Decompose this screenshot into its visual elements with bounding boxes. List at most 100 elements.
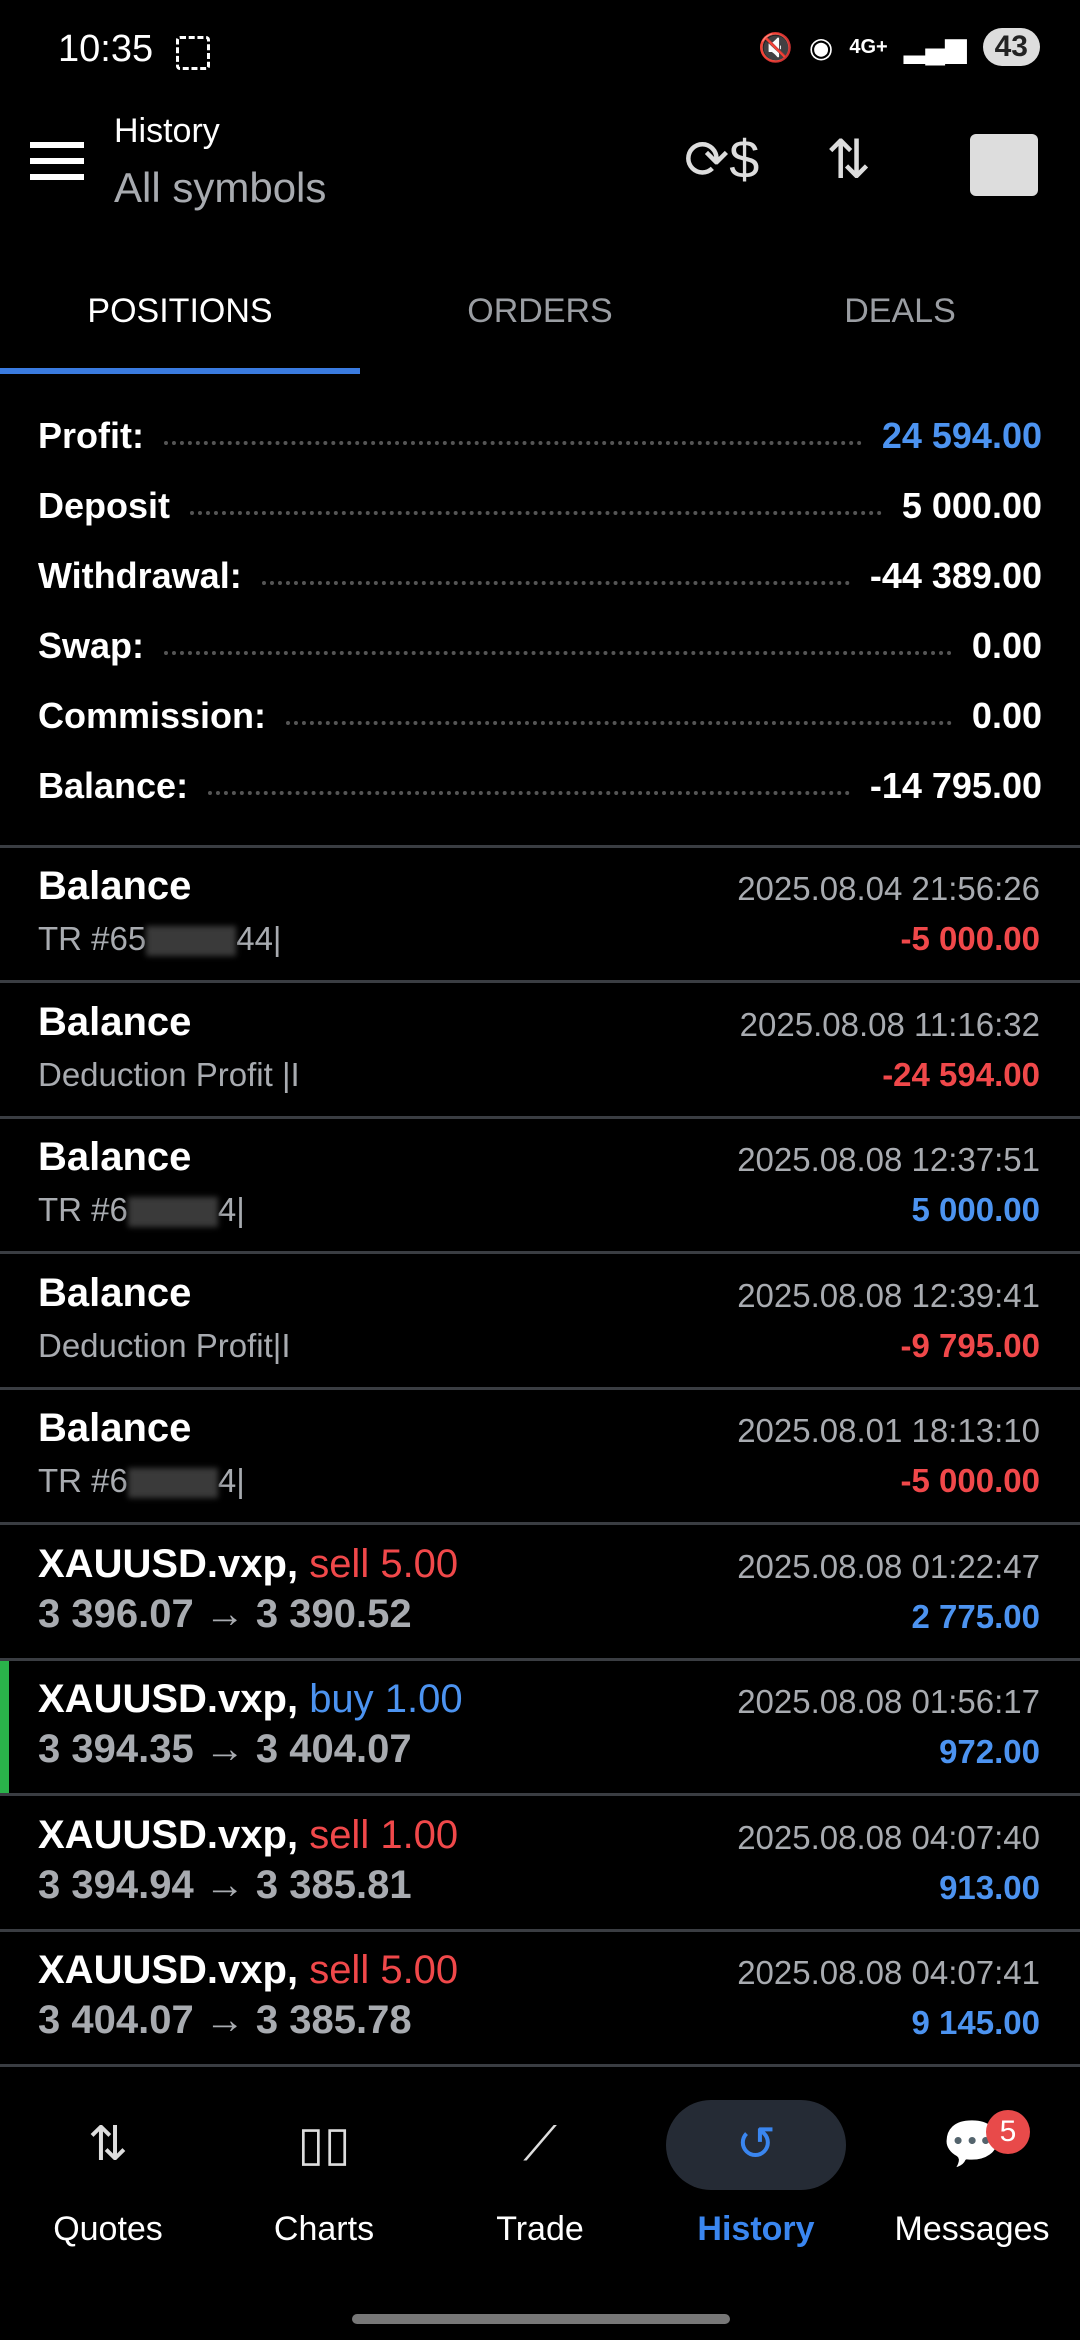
redacted-text	[127, 1197, 218, 1228]
amount-value: -24 594.00	[882, 1055, 1040, 1093]
sort-icon[interactable]: ⇅	[826, 130, 872, 190]
summary-row: Deposit 5 000.00	[38, 471, 1042, 541]
battery-level: 43	[982, 28, 1040, 66]
unread-badge: 5	[986, 2110, 1030, 2154]
nav-quotes[interactable]: ⇅ Quotes	[0, 2100, 216, 2280]
dotted-leader	[190, 511, 882, 515]
tab-orders[interactable]: ORDERS	[467, 292, 613, 330]
profit-value: 9 145.00	[911, 2004, 1040, 2041]
balance-row[interactable]: Balance TR #6 4| 2025.08.01 18:13:10 -5 000.…	[0, 1390, 1080, 1525]
divider	[0, 845, 1080, 848]
timestamp: 2025.08.08 11:16:32	[739, 1005, 1040, 1043]
balance-row[interactable]: Balance TR #65 44| 2025.08.04 21:56:26 -5 00…	[0, 848, 1080, 983]
dotted-leader	[163, 441, 862, 445]
screen-record-icon	[176, 36, 210, 70]
summary-row: Withdrawal: -44 389.00	[38, 541, 1042, 611]
charts-icon: ▯▯	[297, 2118, 351, 2171]
comment-prefix: TR #6	[38, 1462, 128, 1499]
trade-side: sell 1.00	[309, 1812, 459, 1857]
row-comment: Deduction Profit|I	[38, 1326, 291, 1364]
row-title: Balance	[38, 1135, 192, 1179]
buy-marker	[0, 1661, 9, 1794]
row-title: Balance	[38, 1270, 192, 1315]
network-type: 4G+	[849, 35, 888, 58]
messages-icon: 💬	[942, 2118, 1002, 2171]
timestamp: 2025.08.08 12:39:41	[737, 1276, 1040, 1314]
nav-charts[interactable]: ▯▯ Charts	[216, 2100, 432, 2280]
position-row[interactable]: XAUUSD.vxp, sell 5.00 3 396.07 → 3 390.52…	[0, 1526, 1080, 1661]
dotted-leader	[208, 791, 850, 795]
symbol-filter[interactable]: All symbols	[114, 164, 327, 211]
history-icon: ↺	[666, 2100, 846, 2190]
quotes-icon: ⇅	[87, 2118, 129, 2171]
menu-icon[interactable]	[30, 142, 84, 180]
trade-side: sell 5.00	[309, 1541, 459, 1586]
amount-value: -5 000.00	[900, 920, 1040, 957]
timestamp: 2025.08.08 04:07:41	[737, 1954, 1040, 1991]
clock: 10:35	[58, 28, 154, 70]
tab-bar: POSITIONS ORDERS DEALS	[0, 270, 1080, 374]
summary-row: Commission: 0.00	[38, 681, 1042, 751]
redacted-text	[146, 926, 237, 957]
summary-value: -44 389.00	[869, 555, 1042, 596]
home-indicator[interactable]	[352, 2314, 730, 2324]
status-icons: 🔇 ◉ 4G+ ▂▄▆ 43	[758, 28, 1040, 66]
row-comment: TR #65 44|	[38, 920, 282, 958]
timestamp: 2025.08.01 18:13:10	[737, 1412, 1040, 1449]
balance-row[interactable]: Balance TR #6 4| 2025.08.08 12:37:51 5 000.0…	[0, 1119, 1080, 1254]
dotted-leader	[261, 581, 850, 585]
amount-value: -5 000.00	[900, 1462, 1040, 1499]
nav-trade[interactable]: ⟋ Trade	[432, 2100, 648, 2280]
position-row[interactable]: XAUUSD.vxp, buy 1.00 3 394.35 → 3 404.07 2…	[0, 1661, 1080, 1796]
tab-deals[interactable]: DEALS	[844, 292, 956, 330]
nav-messages[interactable]: 💬 Messages 5	[864, 2100, 1080, 2280]
dotted-leader	[164, 651, 952, 655]
profit-value: 913.00	[939, 1868, 1040, 1906]
position-row[interactable]: XAUUSD.vxp, sell 5.00 3 404.07 → 3 385.78…	[0, 1932, 1080, 2067]
mute-icon: 🔇	[758, 31, 793, 63]
summary-label: Commission:	[38, 695, 267, 736]
summary-label: Swap:	[38, 625, 145, 666]
price-change: 3 394.94 → 3 385.81	[38, 1862, 412, 1907]
symbol: XAUUSD.vxp,	[38, 1948, 299, 1992]
timestamp: 2025.08.08 01:22:47	[737, 1547, 1040, 1585]
price-change: 3 404.07 → 3 385.78	[38, 1998, 412, 2042]
dotted-leader	[286, 721, 952, 725]
page-title: History	[114, 112, 220, 150]
row-comment: TR #6 4|	[38, 1191, 245, 1229]
hotspot-icon: ◉	[808, 31, 834, 63]
nav-history[interactable]: ↺ History	[648, 2100, 864, 2280]
summary-value: -14 795.00	[869, 765, 1042, 806]
row-title: Balance	[38, 1406, 192, 1450]
profit-value: 972.00	[939, 1733, 1040, 1770]
signal-icon: ▂▄▆	[903, 31, 967, 63]
tab-positions[interactable]: POSITIONS	[87, 292, 273, 330]
summary-label: Deposit	[38, 485, 171, 526]
summary-label: Balance:	[38, 765, 189, 806]
symbol: XAUUSD.vxp,	[38, 1677, 299, 1721]
summary-row: Balance: -14 795.00	[38, 751, 1042, 821]
summary-value: 0.00	[971, 695, 1042, 736]
comment-suffix: 4|	[217, 1462, 245, 1499]
amount-value: -9 795.00	[900, 1326, 1040, 1364]
amount-value: 5 000.00	[911, 1191, 1040, 1228]
timestamp: 2025.08.08 04:07:40	[737, 1818, 1040, 1856]
balance-row[interactable]: Balance Deduction Profit |I 2025.08.08 11:…	[0, 984, 1080, 1119]
comment-prefix: TR #65	[38, 920, 147, 957]
timestamp: 2025.08.08 12:37:51	[737, 1141, 1040, 1178]
timestamp: 2025.08.04 21:56:26	[737, 870, 1040, 907]
trade-side: sell 5.00	[309, 1948, 459, 1992]
nav-label: History	[697, 2210, 815, 2248]
nav-label: Charts	[273, 2210, 375, 2248]
timestamp: 2025.08.08 01:56:17	[737, 1683, 1040, 1720]
active-tab-indicator	[0, 368, 360, 374]
account-icon[interactable]	[970, 134, 1038, 196]
comment-suffix: 4|	[217, 1191, 245, 1228]
trade-side: buy 1.00	[309, 1677, 463, 1721]
position-row[interactable]: XAUUSD.vxp, sell 1.00 3 394.94 → 3 385.81…	[0, 1797, 1080, 1932]
price-change: 3 394.35 → 3 404.07	[38, 1727, 412, 1771]
nav-label: Quotes	[53, 2210, 163, 2248]
balance-row[interactable]: Balance Deduction Profit|I 2025.08.08 12:3…	[0, 1255, 1080, 1390]
currency-exchange-icon[interactable]: ⟳$	[684, 130, 760, 190]
row-comment: TR #6 4|	[38, 1462, 245, 1500]
